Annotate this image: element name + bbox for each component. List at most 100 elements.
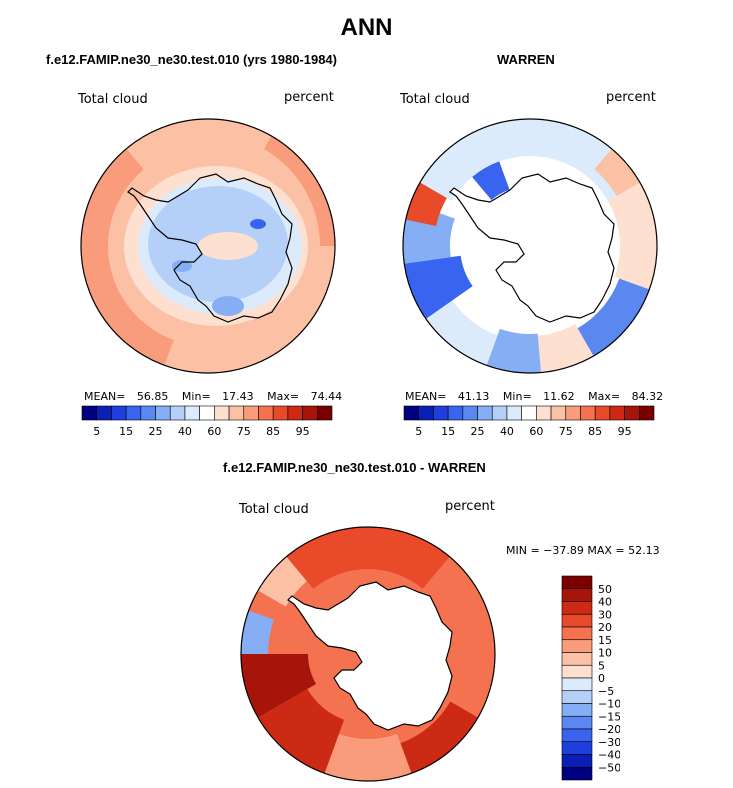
map-region [258,689,345,774]
map-region [212,296,244,316]
map-region [537,323,594,373]
colorbar-swatch [536,405,552,421]
colorbar-swatch [550,405,567,421]
colorbar-swatch [624,405,640,421]
colorbar-tick-label: 75 [559,425,573,438]
colorbar-swatch [433,405,449,421]
colorbar-tick-label: −10 [598,698,620,711]
colorbar-swatch [403,405,420,421]
colorbar-tick-label: 40 [500,425,514,438]
colorbar-tick-label: −15 [598,710,620,723]
colorbar-swatch [609,405,625,421]
panel3-polar-map [240,526,496,782]
panel3-stats: MIN = −37.89 MAX = 52.13 [506,544,660,557]
colorbar-tick-label: 60 [207,425,221,438]
colorbar-swatch [169,405,186,421]
colorbar-swatch [214,405,230,421]
colorbar-swatch [638,405,655,421]
colorbar-tick-label: 25 [149,425,163,438]
colorbar-swatch [81,405,98,421]
panel2-units-label: percent [606,90,656,105]
panel1-mean-value: 56.85 [136,390,169,403]
colorbar-swatch [561,639,593,653]
panel1-min-value: 17.43 [222,390,254,403]
colorbar-swatch [561,690,593,704]
map-field [81,119,335,373]
coastline [287,581,453,731]
panel1-units-label: percent [284,90,334,105]
panel1-min-label: Min= [181,390,211,403]
colorbar-swatch [580,405,596,421]
colorbar-tick-label: 85 [588,425,602,438]
panel1-title: f.e12.FAMIP.ne30_ne30.test.010 (yrs 1980… [46,52,337,67]
colorbar-swatch [316,405,333,421]
map-region [286,527,450,589]
colorbar-swatch [565,405,581,421]
map-field [403,119,657,373]
colorbar-swatch [258,405,274,421]
colorbar-tick-label: 75 [237,425,251,438]
map-region [258,556,307,607]
map-region [324,733,412,781]
map-region [264,136,335,246]
colorbar-swatch [228,405,245,421]
colorbar-tick-label: 30 [598,608,612,621]
panel1-polar-map [80,118,336,374]
map-border [240,526,496,782]
panel2-min-value: 11.62 [543,390,575,403]
colorbar-tick-label: 60 [529,425,543,438]
map-region [607,182,657,290]
panel1-variable-label: Total cloud [78,92,148,107]
colorbar-tick-label: 10 [598,647,612,660]
colorbar-swatch [561,613,593,628]
panel2-variable-label: Total cloud [400,92,470,107]
map-region [400,701,478,774]
colorbar-tick-label: 50 [598,583,612,596]
map-border [80,118,336,374]
colorbar-swatch [521,405,537,421]
coastline [449,173,615,323]
colorbar-swatch [199,405,215,421]
colorbar-swatch [111,405,127,421]
colorbar-tick-label: 5 [415,425,422,438]
map-region [198,232,258,260]
panel3-title: f.e12.FAMIP.ne30_ne30.test.010 - WARREN [223,460,486,475]
panel2-min-label: Min= [502,390,532,403]
map-region [472,161,510,201]
colorbar-tick-label: 95 [618,425,632,438]
panel2-title: WARREN [497,52,555,67]
colorbar-swatch [491,405,508,421]
colorbar-tick-label: −20 [598,723,620,736]
colorbar-tick-label: 85 [266,425,280,438]
colorbar-swatch [561,754,593,768]
colorbar-swatch [561,626,593,641]
colorbar-swatch [561,715,593,730]
colorbar-swatch [561,588,593,602]
colorbar-swatch [561,575,593,590]
colorbar-swatch [155,405,171,421]
map-region [81,148,174,366]
colorbar-swatch [561,703,593,717]
colorbar-tick-label: 95 [296,425,310,438]
panel2-mean-label: MEAN= [405,390,447,403]
panel2-stats: MEAN= 41.13 Min= 11.62 Max= 84.32 [405,390,663,403]
map-region [269,604,317,644]
colorbar-tick-label: −40 [598,749,620,762]
colorbar-swatch [125,405,142,421]
map-region [486,328,542,373]
colorbar-swatch [561,664,593,679]
colorbar-swatch [243,405,259,421]
panel2-mean-value: 41.13 [457,390,490,403]
map-region [241,610,275,654]
colorbar-swatch [506,405,522,421]
colorbar-swatch [462,405,478,421]
colorbar-tick-label: 5 [93,425,100,438]
colorbar-swatch [447,405,464,421]
map-region [172,260,192,272]
colorbar-tick-label: 5 [598,659,605,672]
colorbar-tick-label: 15 [119,425,133,438]
colorbar-tick-label: −30 [598,736,620,749]
map-region [405,182,447,227]
colorbar-swatch [477,405,493,421]
